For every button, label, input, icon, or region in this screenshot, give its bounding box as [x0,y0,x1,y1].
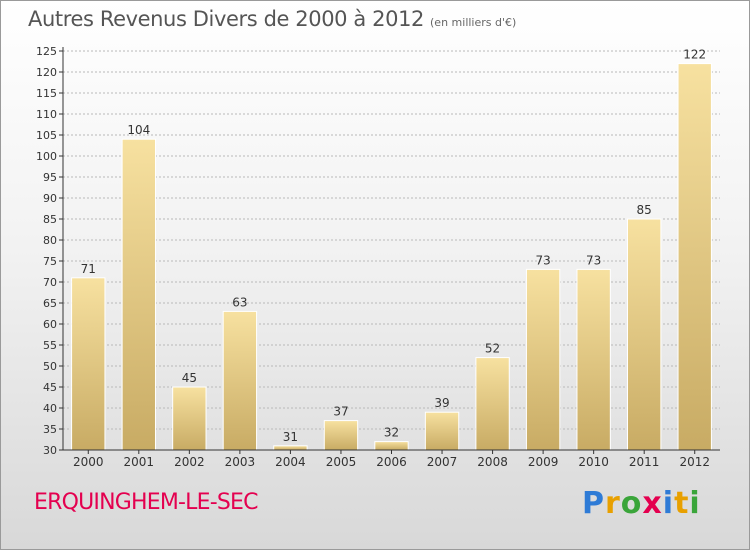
y-tick-label: 100 [36,150,57,163]
x-tick-label: 2004 [275,455,306,469]
bar [576,268,611,451]
x-tick-label: 2009 [528,455,559,469]
y-tick-label: 80 [43,234,57,247]
data-label: 31 [283,430,298,444]
gridlines [63,50,720,430]
data-label: 39 [434,396,449,410]
x-tick-label: 2002 [174,455,205,469]
proxiti-logo: Proxiti [582,486,701,521]
logo-letter: i [662,486,675,521]
y-tick-label: 75 [43,255,57,268]
data-label: 73 [586,253,601,267]
x-tick-label: 2010 [578,455,609,469]
logo-letter: o [620,486,643,521]
y-tick-label: 30 [43,444,57,457]
data-label: 52 [485,342,500,356]
y-tick-label: 120 [36,66,57,79]
y-tick-label: 65 [43,297,57,310]
x-tick-label: 2005 [326,455,357,469]
chart-subtitle: (en milliers d'€) [430,16,517,29]
data-label: 71 [81,262,96,276]
y-tick-label: 90 [43,192,57,205]
data-label: 85 [637,203,652,217]
y-tick-label: 115 [36,87,57,100]
bar [323,420,359,451]
x-tick-label: 2012 [679,455,710,469]
logo-letter: P [582,486,605,521]
data-label: 37 [333,405,348,419]
x-tick-label: 2007 [427,455,458,469]
logo-letter: i [689,486,701,521]
bar [525,268,561,451]
data-label: 45 [182,371,197,385]
data-label: 63 [232,295,247,309]
bar [222,310,258,451]
bar [627,218,662,451]
y-tick-label: 40 [43,402,57,415]
data-label: 32 [384,426,399,440]
bar [121,138,156,451]
data-label: 122 [683,48,706,62]
logo-letter: t [674,486,690,521]
commune-name: ERQUINGHEM-LE-SEC [34,490,258,515]
y-tick-label: 105 [36,129,57,142]
logo-letter: r [605,486,621,521]
data-label: 73 [535,253,550,267]
y-tick-label: 125 [36,45,57,58]
bar [374,441,409,451]
x-tick-label: 2003 [225,455,256,469]
bar [71,277,106,451]
bars [71,63,712,451]
x-tick-label: 2011 [629,455,660,469]
logo-letter: x [642,486,663,521]
chart-title: Autres Revenus Divers de 2000 à 2012 (en … [28,7,516,31]
y-tick-label: 50 [43,360,57,373]
bar [677,63,712,451]
data-labels: 71 104 45 63 31 37 32 39 52 73 73 85 122 [81,48,707,444]
bar [172,386,207,451]
x-tick-label: 2001 [124,455,155,469]
y-tick-label: 70 [43,276,57,289]
bar [475,357,510,451]
y-tick-label: 55 [43,339,57,352]
bar [273,445,308,451]
x-tick-label: 2008 [477,455,508,469]
x-tick-label: 2000 [73,455,104,469]
y-tick-label: 60 [43,318,57,331]
y-tick-label: 35 [43,423,57,436]
bar [424,411,460,451]
data-label: 104 [127,123,150,137]
y-tick-label: 45 [43,381,57,394]
x-tick-label: 2006 [376,455,407,469]
y-tick-label: 95 [43,171,57,184]
chart-title-text: Autres Revenus Divers de 2000 à 2012 [28,7,425,31]
y-tick-label: 85 [43,213,57,226]
axes: 30 35 40 45 50 55 60 65 70 75 80 85 90 95 100 105 110 115… [36,45,720,469]
y-tick-label: 110 [36,108,57,121]
